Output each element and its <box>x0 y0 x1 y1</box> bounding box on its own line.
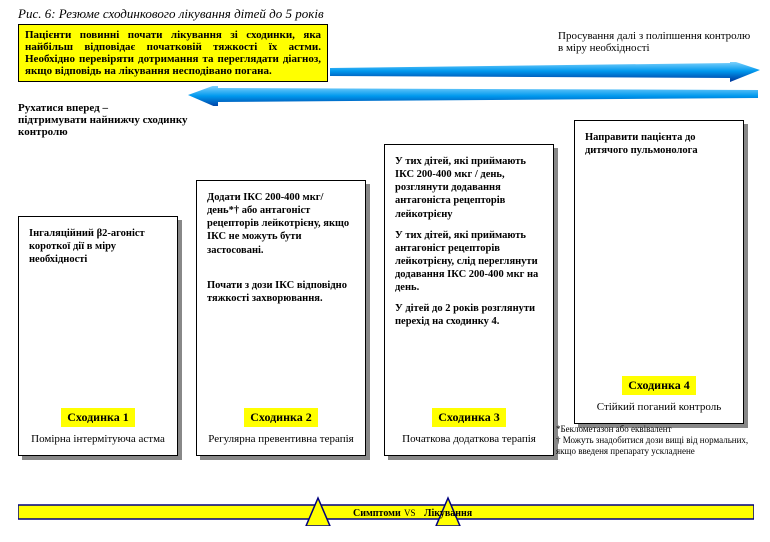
bar-mid-text: VS <box>404 508 416 518</box>
step-3-box: У тих дітей, які приймають ІКС 200-400 м… <box>384 144 554 456</box>
step-sub: Стійкий поганий контроль <box>575 401 743 413</box>
step-body: Направити пацієнта до дитячого пульмонол… <box>585 131 733 157</box>
step-sub: Регулярна превентивна терапія <box>197 433 365 445</box>
step-up-label: Просування далі з поліпшення контролю в … <box>558 30 758 54</box>
step-body: Додати ІКС 200-400 мкг/день*† або антаго… <box>207 191 355 305</box>
arrow-step-up <box>330 62 760 82</box>
intro-box: Пацієнти повинні почати лікування зі схо… <box>18 24 328 82</box>
footnotes: *Беклометазон або еквівалент † Можуть зн… <box>556 424 766 456</box>
step-body: У тих дітей, які приймають ІКС 200-400 м… <box>395 155 543 329</box>
step-sub: Початкова додаткова терапія <box>385 433 553 445</box>
step-label: Сходинка 1 <box>61 408 135 427</box>
step-label: Сходинка 3 <box>432 408 506 427</box>
step-sub: Помірна інтермітуюча астма <box>19 433 177 445</box>
bottom-bar: Симптоми VS Лікування <box>18 496 754 526</box>
step-4-box: Направити пацієнта до дитячого пульмонол… <box>574 120 744 424</box>
steps-container: Інгаляційний β2-агоніст короткої дії в м… <box>18 116 758 456</box>
bar-left-text: Симптоми <box>353 508 401 519</box>
step-label: Сходинка 2 <box>244 408 318 427</box>
step-2-box: Додати ІКС 200-400 мкг/день*† або антаго… <box>196 180 366 456</box>
bar-right-text: Лікування <box>424 508 473 519</box>
step-1-box: Інгаляційний β2-агоніст короткої дії в м… <box>18 216 178 456</box>
figure-title: Рис. 6: Резюме сходинкового лікування ді… <box>18 6 324 22</box>
step-body: Інгаляційний β2-агоніст короткої дії в м… <box>29 227 167 266</box>
step-label: Сходинка 4 <box>622 376 696 395</box>
